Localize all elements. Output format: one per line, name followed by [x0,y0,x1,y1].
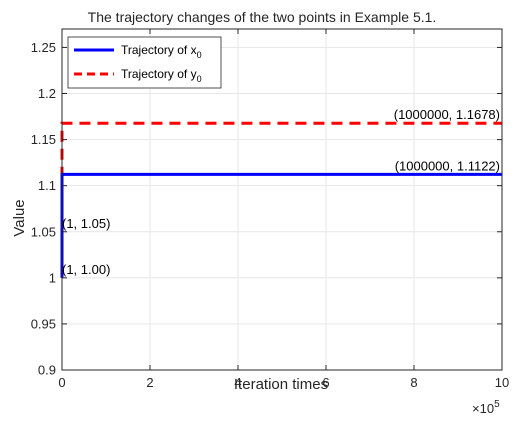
legend-entry-label: Trajectory of y0 [121,67,202,84]
y-tick-label: 1 [49,270,56,285]
y-tick-label: 1.2 [38,86,56,101]
x-axis-exponent: ×105 [472,399,500,416]
annotations: (1, 1.00) (1, 1.05) (1000000, 1.1122) (1000… [62,107,500,277]
x-axis-label: Iteration times [234,376,328,393]
y-tick-label: 1.05 [31,224,56,239]
x-tick-label: 0 [58,375,65,390]
x-tick-label: 8 [410,375,417,390]
x-tick-label: 10 [495,375,509,390]
data-point-label: (1000000, 1.1678) [394,107,500,122]
data-point-label: (1, 1.05) [62,216,110,231]
data-point-label: (1000000, 1.1122) [395,158,500,173]
axis-ticks: 0 2 4 6 8 10 0.9 0.95 1 1.05 1.1 1.15 1.2 1.25 [31,29,509,390]
x-tick-label: 2 [146,375,153,390]
legend-box [67,36,222,89]
axes-box [61,28,503,371]
y-tick-label: 0.95 [31,316,56,331]
chart-title: The trajectory changes of the two points… [88,9,437,25]
data-point-label: (1, 1.00) [62,262,110,277]
legend-entry-label: Trajectory of x0 [121,43,202,60]
y-tick-label: 0.9 [38,363,56,378]
y-tick-label: 1.15 [31,132,56,147]
y-tick-label: 1.1 [38,178,56,193]
y-axis-label: Value [11,199,28,236]
legend: Trajectory of x0 Trajectory of y0 [67,36,222,89]
x-tick-label: 6 [322,375,329,390]
y-tick-label: 1.25 [31,40,56,55]
x-tick-label: 4 [234,375,241,390]
